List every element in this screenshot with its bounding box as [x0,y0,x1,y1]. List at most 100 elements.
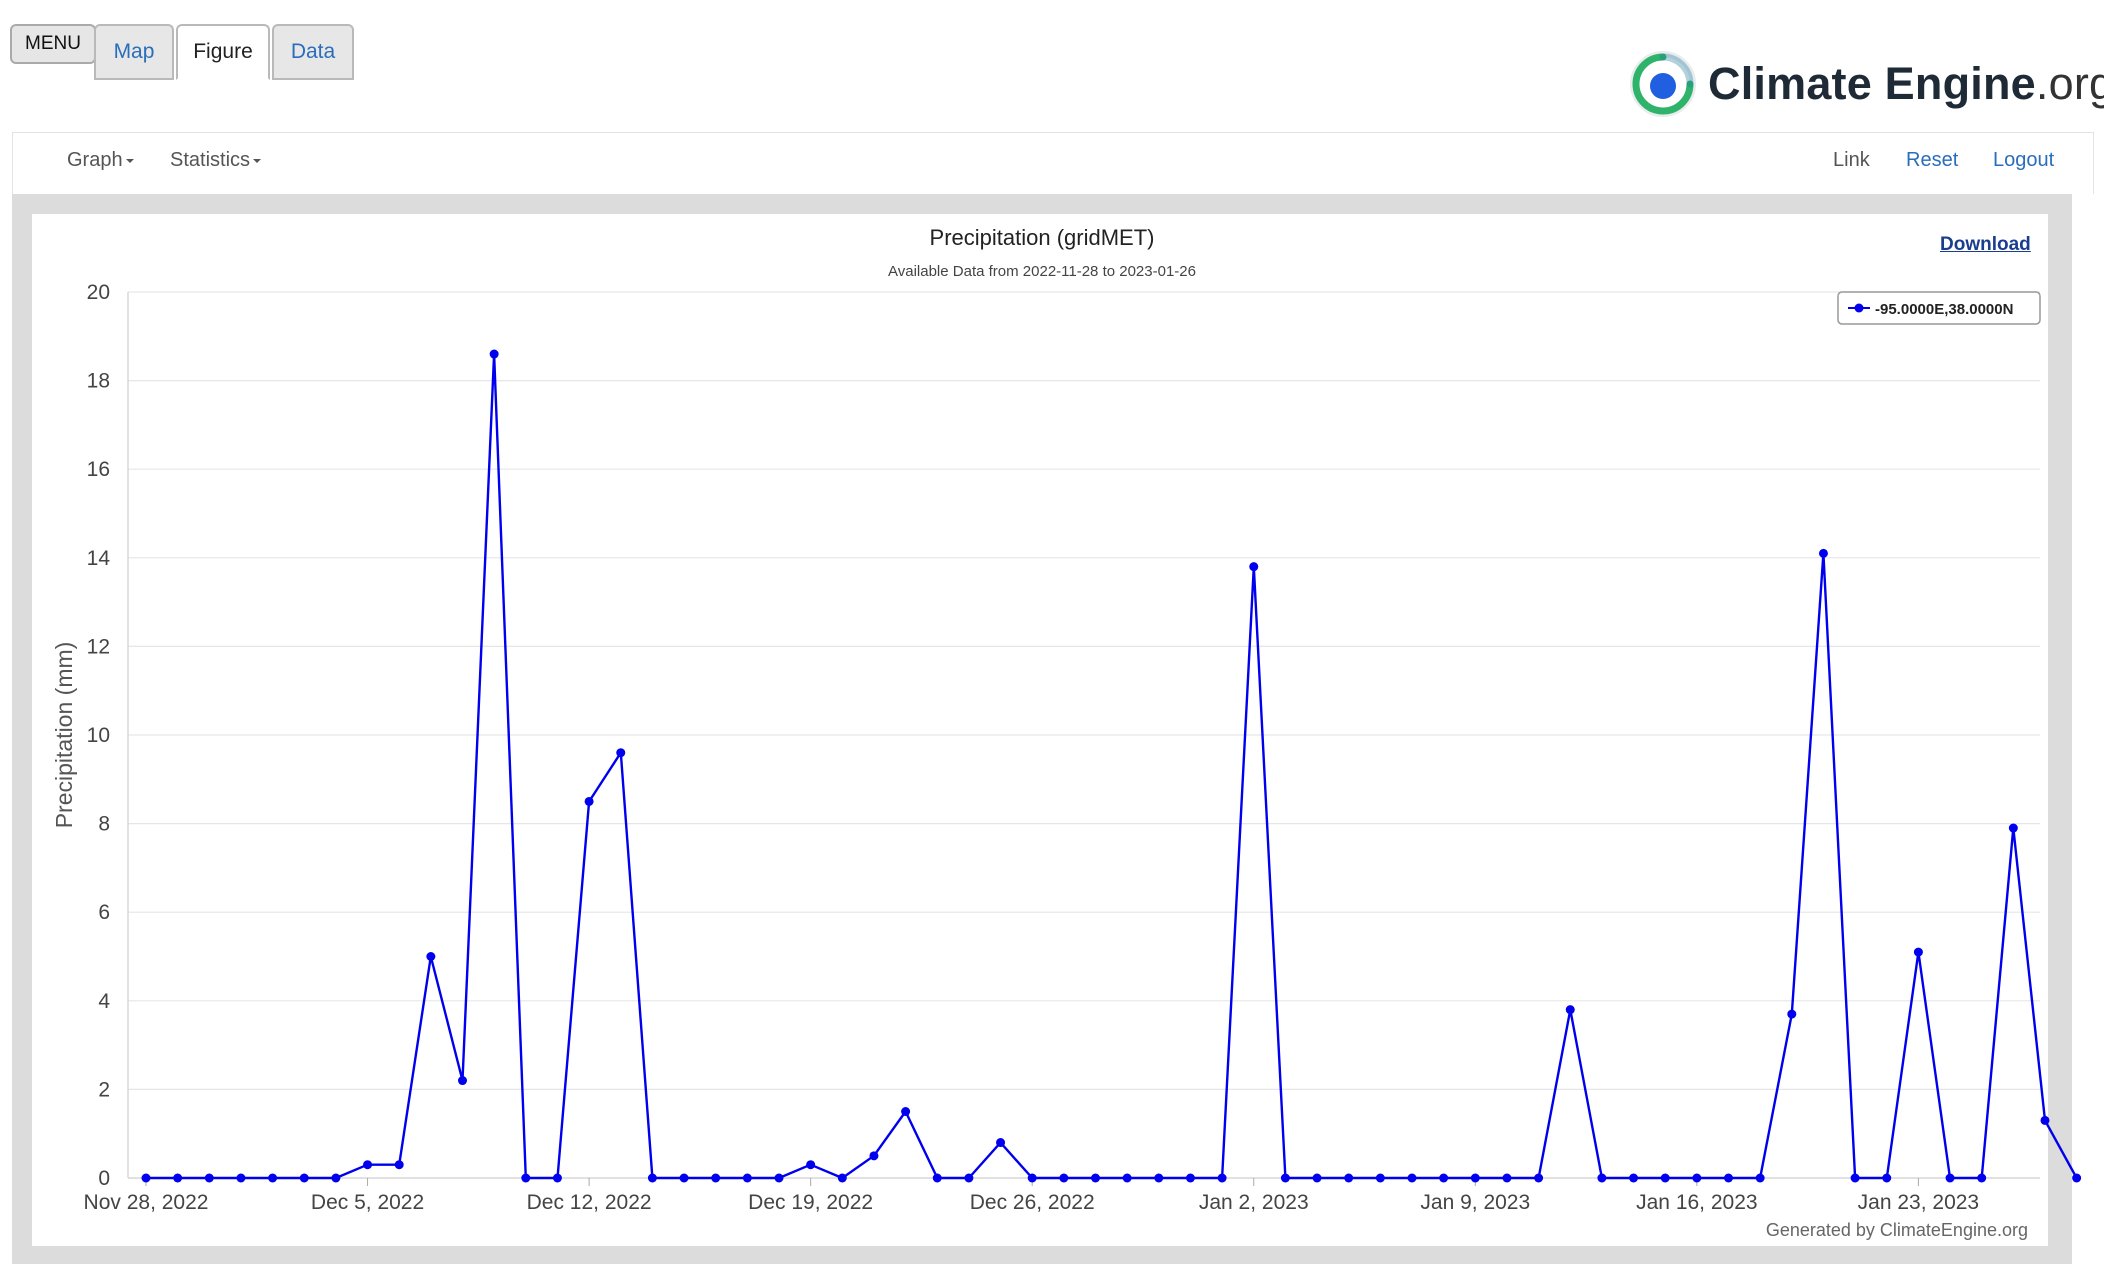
data-point[interactable] [1470,1173,1480,1183]
tab-map[interactable]: Map [94,24,174,80]
reset-button[interactable]: Reset [1906,149,1959,171]
data-point[interactable] [521,1173,531,1183]
statistics-dropdown[interactable]: Statistics [170,149,262,172]
tab-figure[interactable]: Figure [176,24,270,80]
tab-data[interactable]: Data [272,24,354,80]
data-point[interactable] [394,1160,404,1170]
legend-box [1837,291,2041,325]
logo-suffix: .org [2035,58,2104,109]
x-tick-label: Jan 23, 2023 [1858,1191,1979,1214]
data-point[interactable] [996,1138,1006,1148]
link-button[interactable]: Link [1833,149,1870,171]
data-point[interactable] [1787,1009,1797,1019]
data-point[interactable] [1217,1173,1227,1183]
data-point[interactable] [141,1173,151,1183]
data-point[interactable] [299,1173,309,1183]
data-point[interactable] [869,1151,879,1161]
x-tick-label: Dec 19, 2022 [748,1191,873,1214]
data-point[interactable] [584,796,594,806]
data-point[interactable] [806,1160,816,1170]
data-point[interactable] [1597,1173,1607,1183]
x-tick-label: Jan 9, 2023 [1420,1191,1530,1214]
download-link[interactable]: Download [1940,234,2031,255]
legend[interactable]: -95.0000E,38.0000N [1837,291,2041,325]
climate-engine-logo[interactable]: Climate Engine.org [1628,48,2104,120]
data-point[interactable] [1850,1173,1860,1183]
logout-button[interactable]: Logout [1993,149,2055,171]
x-tick-label: Nov 28, 2022 [84,1191,209,1214]
statistics-dropdown-label: Statistics [170,149,251,171]
data-point[interactable] [837,1173,847,1183]
caret-down-icon [253,158,262,163]
data-point[interactable] [1755,1173,1765,1183]
legend-marker [1854,303,1864,313]
data-point[interactable] [1724,1173,1733,1183]
data-point[interactable] [1439,1173,1449,1183]
y-tick-label: 12 [87,635,110,658]
data-point[interactable] [1660,1173,1670,1183]
data-point[interactable] [1882,1173,1892,1183]
y-tick-label: 2 [98,1078,110,1101]
y-tick-label: 8 [98,813,110,836]
data-point[interactable] [1502,1173,1512,1183]
data-point[interactable] [1344,1173,1354,1183]
x-tick-label: Jan 2, 2023 [1199,1191,1309,1214]
data-point[interactable] [458,1076,467,1086]
series-line [146,352,2078,1180]
data-point[interactable] [1154,1173,1164,1183]
data-point[interactable] [964,1173,974,1183]
data-point[interactable] [489,349,499,359]
data-point[interactable] [616,748,626,758]
logo-wordmark: Climate Engine.org [1708,58,2104,110]
logo-icon [1630,51,1696,117]
data-point[interactable] [932,1173,942,1183]
data-point[interactable] [1059,1173,1069,1183]
data-point[interactable] [1977,1173,1987,1183]
graph-dropdown[interactable]: Graph [67,149,134,172]
data-point[interactable] [774,1173,784,1183]
data-point[interactable] [711,1173,721,1183]
data-point[interactable] [426,952,436,961]
data-point[interactable] [742,1173,752,1183]
chart-card [32,214,2048,1246]
data-point[interactable] [1534,1173,1544,1183]
data-point[interactable] [204,1173,214,1183]
data-point[interactable] [1312,1173,1322,1183]
data-point[interactable] [1280,1173,1290,1183]
data-point[interactable] [1185,1173,1195,1183]
data-point[interactable] [1249,562,1259,572]
chart-frame [12,194,2072,1264]
data-point[interactable] [2040,1115,2050,1125]
data-point[interactable] [331,1173,341,1183]
menu-button[interactable]: MENU [10,24,96,64]
data-point[interactable] [2072,1173,2082,1183]
data-point[interactable] [552,1173,562,1183]
y-tick-labels: 0 2 4 6 8 10 12 14 16 18 20 [87,281,111,1190]
data-point[interactable] [1913,947,1923,957]
data-point[interactable] [236,1173,246,1183]
data-point[interactable] [1818,548,1828,558]
data-point[interactable] [901,1107,911,1117]
x-tick-labels: Nov 28, 2022 Dec 5, 2022 Dec 12, 2022 Dec 1… [84,1178,1979,1214]
data-point[interactable] [1122,1173,1132,1183]
data-point[interactable] [363,1160,373,1170]
data-point[interactable] [647,1173,657,1183]
data-point[interactable] [1692,1173,1702,1183]
data-point[interactable] [1375,1173,1385,1183]
y-axis-label: Precipitation (mm) [51,642,77,829]
data-point[interactable] [173,1173,183,1183]
y-tick-label: 14 [87,547,111,570]
y-tick-label: 18 [87,370,110,393]
data-point[interactable] [1091,1173,1100,1183]
x-tick-label: Dec 12, 2022 [527,1191,652,1214]
chart-credit: Generated by ClimateEngine.org [1766,1220,2028,1240]
data-point[interactable] [1945,1173,1955,1183]
x-tick-label: Jan 16, 2023 [1636,1191,1757,1214]
data-point[interactable] [1565,1005,1575,1015]
data-point[interactable] [2008,823,2018,833]
data-point[interactable] [268,1173,278,1183]
data-point[interactable] [1027,1173,1037,1183]
data-point[interactable] [1629,1173,1639,1183]
data-point[interactable] [1407,1173,1417,1183]
data-point[interactable] [679,1173,689,1183]
